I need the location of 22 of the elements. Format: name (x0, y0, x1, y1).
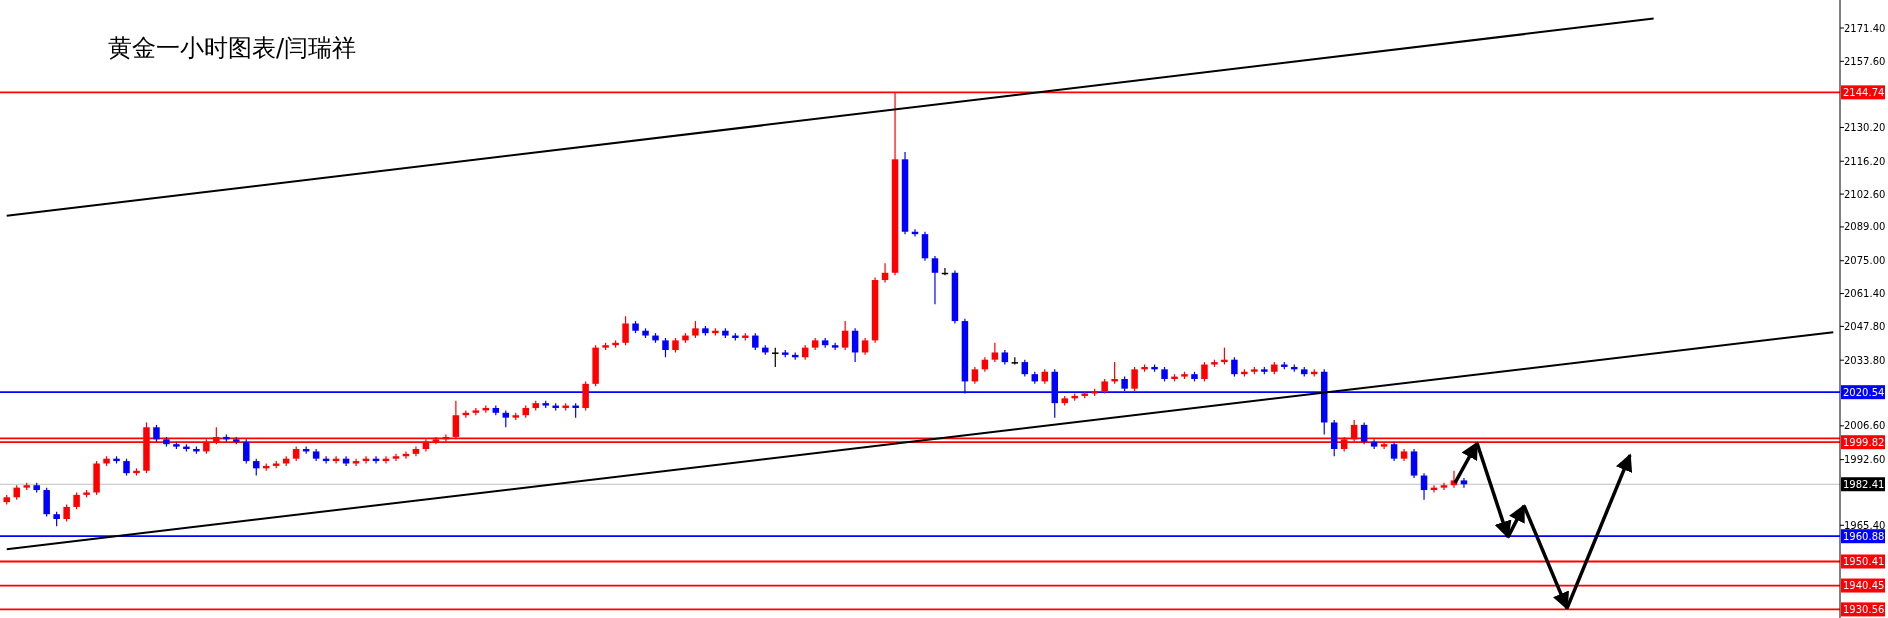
y-tick-label: 2006.60 (1844, 420, 1886, 432)
ref-line-label: 1982.41 (1843, 478, 1885, 490)
ref-line-label: 1999.82 (1843, 436, 1885, 448)
y-tick-label: 2171.40 (1844, 22, 1886, 34)
y-tick-label: 1992.60 (1844, 454, 1886, 466)
ref-line-label: 2144.74 (1843, 86, 1885, 98)
ref-line-label: 1940.45 (1843, 580, 1885, 592)
y-tick-label: 2075.00 (1844, 255, 1886, 267)
y-tick-label: 2116.20 (1844, 155, 1886, 167)
y-tick-label: 1965.40 (1844, 519, 1886, 531)
y-tick-label: 2061.40 (1844, 288, 1886, 300)
y-tick-label: 2102.60 (1844, 188, 1886, 200)
y-tick-label: 2130.20 (1844, 121, 1886, 133)
y-tick-label: 2157.60 (1844, 55, 1886, 67)
ref-line-label: 2020.54 (1843, 386, 1885, 398)
ref-line-label: 1950.41 (1843, 555, 1885, 567)
ref-line-label: 1960.88 (1843, 530, 1885, 542)
ref-line-label: 1930.56 (1843, 603, 1885, 615)
y-tick-label: 2047.80 (1844, 320, 1886, 332)
y-tick-label: 2089.00 (1844, 221, 1886, 233)
text: 黄金一小时图表/闫瑞祥 (108, 34, 357, 62)
y-tick-label: 2033.80 (1844, 354, 1886, 366)
